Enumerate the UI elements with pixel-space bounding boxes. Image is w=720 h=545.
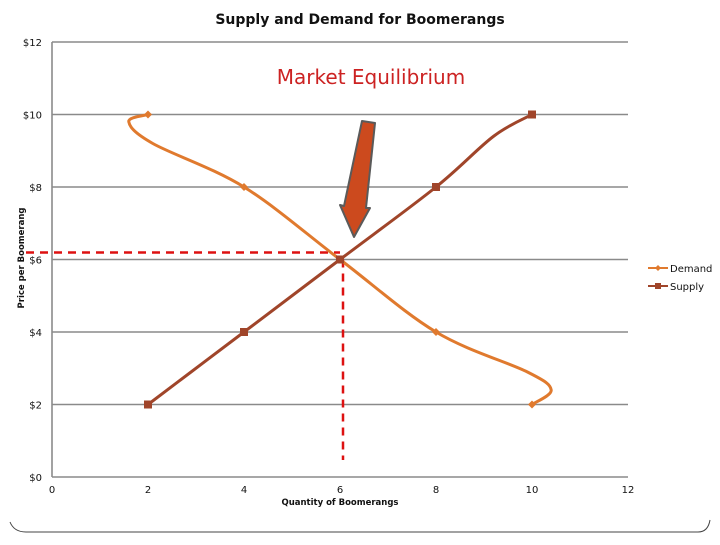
demand-point — [432, 328, 440, 336]
annotation-label: Market Equilibrium — [277, 65, 465, 89]
y-tick-label: $4 — [29, 328, 42, 339]
y-tick-label: $10 — [23, 111, 42, 122]
grid — [52, 41, 628, 406]
supply-point — [240, 328, 248, 336]
y-tick-label: $2 — [29, 401, 42, 412]
tick-labels: $0 $2 $4 $6 $8 $10 $12 0 2 4 6 8 10 12 — [23, 38, 634, 496]
y-tick-label: $0 — [29, 473, 42, 484]
axes — [51, 42, 628, 478]
x-tick-label: 0 — [49, 485, 55, 496]
legend-label: Supply — [670, 282, 704, 293]
demand-point — [240, 183, 248, 191]
legend-label: Demand — [670, 264, 712, 275]
legend-swatch-marker — [655, 265, 661, 271]
chart-title: Supply and Demand for Boomerangs — [215, 12, 504, 28]
legend: Demand Supply — [648, 264, 712, 293]
x-tick-label: 8 — [433, 485, 439, 496]
series — [127, 110, 553, 409]
slide-border-curl — [9, 519, 711, 533]
supply-point — [528, 110, 536, 119]
y-axis-label: Price per Boomerang — [17, 208, 27, 309]
x-tick-label: 10 — [526, 485, 539, 496]
supply-point — [432, 183, 440, 191]
equilibrium-arrow-shape — [339, 120, 376, 238]
equilibrium-arrow — [339, 120, 376, 238]
x-tick-label: 12 — [622, 485, 635, 496]
supply-point — [336, 255, 344, 264]
y-tick-label: $6 — [29, 256, 42, 267]
y-tick-label: $12 — [23, 38, 42, 49]
demand-point — [528, 400, 536, 409]
demand-point — [144, 110, 152, 119]
x-tick-label: 4 — [241, 485, 247, 496]
x-tick-label: 2 — [145, 485, 151, 496]
x-tick-label: 6 — [337, 485, 343, 496]
x-axis-label: Quantity of Boomerangs — [281, 498, 398, 508]
y-tick-label: $8 — [29, 183, 42, 194]
legend-swatch-marker — [655, 283, 661, 289]
supply-point — [144, 400, 152, 409]
equilibrium-guides — [26, 251, 345, 460]
